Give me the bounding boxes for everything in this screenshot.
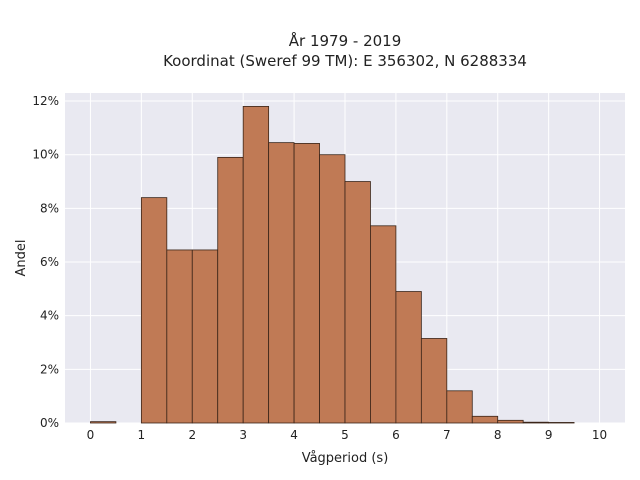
bars xyxy=(90,106,575,424)
histogram-bar xyxy=(497,419,524,424)
histogram-bar xyxy=(395,291,422,424)
x-tick-label: 4 xyxy=(290,428,298,442)
y-tick-label: 10% xyxy=(32,148,59,162)
histogram-bar xyxy=(242,106,270,424)
histogram-bar xyxy=(319,154,346,424)
x-tick-label: 2 xyxy=(188,428,196,442)
x-axis-ticks: 0 1 2 3 4 5 6 7 8 9 10 xyxy=(87,428,608,442)
x-tick-label: 9 xyxy=(545,428,553,442)
histogram-bar xyxy=(191,249,219,424)
x-tick-label: 6 xyxy=(392,428,400,442)
x-tick-label: 3 xyxy=(239,428,247,442)
chart-title: År 1979 - 2019 xyxy=(289,31,402,50)
y-tick-label: 0% xyxy=(40,416,59,430)
y-tick-label: 2% xyxy=(40,362,59,376)
y-tick-label: 12% xyxy=(32,94,59,108)
histogram-bar xyxy=(471,415,499,424)
histogram-bar xyxy=(344,181,371,424)
histogram-bar xyxy=(90,421,117,424)
x-tick-label: 0 xyxy=(87,428,95,442)
x-tick-label: 8 xyxy=(494,428,502,442)
x-tick-label: 7 xyxy=(443,428,451,442)
y-tick-label: 8% xyxy=(40,201,59,215)
x-axis-label: Vågperiod (s) xyxy=(302,451,389,466)
histogram-bar xyxy=(217,156,244,424)
histogram-bar xyxy=(446,390,473,424)
histogram-bar xyxy=(420,338,448,424)
x-tick-label: 5 xyxy=(341,428,349,442)
histogram-bar xyxy=(293,143,320,424)
histogram-bar xyxy=(268,142,295,424)
y-tick-label: 6% xyxy=(40,255,59,269)
histogram-bar xyxy=(140,197,168,424)
y-axis-ticks: 0% 2% 4% 6% 8% 10% 12% xyxy=(32,94,59,430)
y-axis-label: Andel xyxy=(14,240,29,277)
x-tick-label: 10 xyxy=(592,428,607,442)
histogram-bar xyxy=(166,249,193,424)
x-tick-label: 1 xyxy=(138,428,146,442)
chart-subtitle: Koordinat (Sweref 99 TM): E 356302, N 62… xyxy=(163,52,527,70)
histogram-bar xyxy=(548,422,575,424)
y-tick-label: 4% xyxy=(40,309,59,323)
histogram-bar xyxy=(522,421,550,424)
histogram-bar xyxy=(370,225,397,424)
